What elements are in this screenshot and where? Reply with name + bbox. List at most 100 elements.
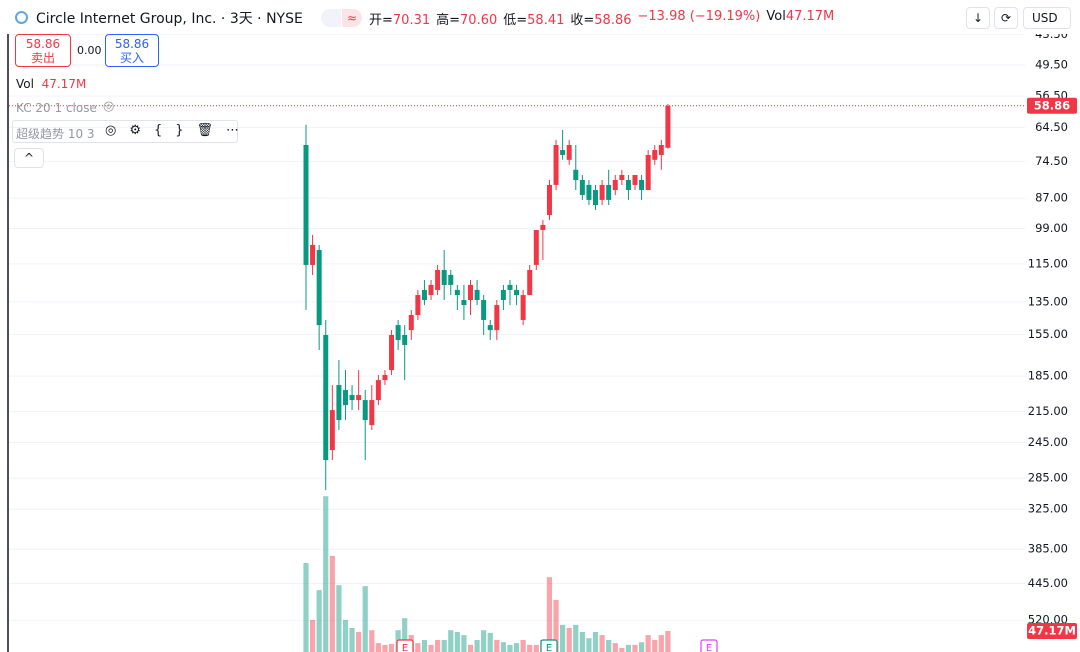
volume-bar <box>658 635 664 652</box>
spread: 0.00 <box>77 44 102 57</box>
candle-body <box>336 385 342 421</box>
candle-body <box>362 400 368 421</box>
header-bar <box>0 0 1080 34</box>
candle-body <box>533 229 539 265</box>
volume-bar <box>560 624 566 652</box>
ohlc-value: 70.60 <box>460 13 498 28</box>
volume-bar <box>461 635 467 652</box>
volume-item: Vol47.17M <box>766 9 834 28</box>
candle-body <box>342 390 348 406</box>
earnings-marker <box>540 639 558 652</box>
y-tick-label: 215.00 <box>1028 404 1068 418</box>
candle-body <box>382 375 388 381</box>
earnings-marker <box>396 639 414 652</box>
symbol-title[interactable]: Circle Internet Group, Inc. · 3天 · NYSE <box>36 11 303 27</box>
candle-body <box>546 184 552 216</box>
ohlc-label: 开= <box>369 13 393 28</box>
volume-bar <box>316 590 322 652</box>
volume-bar <box>375 643 381 652</box>
volume-bar <box>487 632 493 652</box>
sell-button[interactable]: 58.86 卖出 <box>15 34 71 67</box>
ohlc-value: 58.86 <box>594 13 632 28</box>
legend-value: 47.17M <box>41 77 87 91</box>
candle-body <box>402 335 408 345</box>
volume-bar <box>533 644 539 652</box>
volume-legend: Vol 47.17M <box>16 77 86 91</box>
candle-body <box>421 289 427 301</box>
ohlc-item: 低=58.41 <box>503 9 564 28</box>
volume-tag-label: 47.17M <box>1028 624 1076 638</box>
candle-body <box>441 269 447 285</box>
y-tick-label: 285.00 <box>1028 471 1068 485</box>
volume-bar <box>454 631 460 652</box>
candle-body <box>612 179 618 191</box>
volume-bar <box>303 562 309 652</box>
candle-body <box>310 244 316 265</box>
candle-body <box>435 269 441 290</box>
volume-bar <box>336 585 342 652</box>
candle-body <box>507 284 513 290</box>
volume-tag <box>1027 623 1077 640</box>
y-tick-label: 64.50 <box>1035 120 1068 134</box>
volume-bar <box>645 635 651 652</box>
candle-body <box>461 300 467 306</box>
hide-icon[interactable]: ◎ <box>103 99 115 114</box>
candle-body <box>593 190 599 205</box>
status-pill[interactable]: ≈ <box>342 9 362 27</box>
candle-body <box>329 410 335 451</box>
ohlc-label: 低= <box>503 13 528 28</box>
volume-bar <box>606 639 612 652</box>
volume-bar <box>638 642 645 652</box>
volume-bar <box>500 642 506 652</box>
volume-bar <box>665 631 671 652</box>
candle-body <box>389 335 395 371</box>
volume-bar <box>329 555 335 652</box>
earnings-marker <box>700 639 718 652</box>
candle-body <box>454 289 460 296</box>
indicator-icons[interactable]: ◎⚙{}🗑⋯ <box>105 123 253 138</box>
y-tick-label: 99.00 <box>1035 221 1068 235</box>
candle-body <box>487 325 493 331</box>
y-tick-label: 155.00 <box>1028 327 1068 341</box>
supertrend-legend[interactable]: 超级趋势 10 3 <box>16 127 95 141</box>
status-pill[interactable] <box>321 9 341 27</box>
currency-select[interactable]: USD <box>1023 7 1071 29</box>
buy-button[interactable]: 58.86 买入 <box>105 34 159 67</box>
ohlc-value: 58.41 <box>527 13 565 28</box>
candle-body <box>481 300 487 320</box>
candle-body <box>395 325 401 340</box>
candle-body <box>303 145 309 265</box>
candle-body <box>560 150 566 155</box>
candle-body <box>415 295 421 316</box>
candle-body <box>468 284 473 301</box>
candle-body <box>356 395 362 401</box>
refresh-button[interactable]: ⟳ <box>994 7 1018 29</box>
volume-bar <box>553 599 559 652</box>
symbol-logo <box>15 11 28 24</box>
collapse-button[interactable]: ^ <box>14 148 44 168</box>
y-tick-label: 49.50 <box>1035 57 1068 71</box>
candle-body <box>494 305 500 331</box>
candle-body <box>606 184 612 200</box>
last-price-label: 58.86 <box>1034 98 1070 112</box>
volume-label: Vol <box>766 9 786 24</box>
volume-bar <box>342 619 349 652</box>
volume-bar <box>520 639 526 652</box>
candle-body <box>408 315 414 331</box>
legend-label: Vol <box>16 77 34 91</box>
download-button[interactable]: ↓ <box>966 7 990 29</box>
volume-bar <box>448 630 454 652</box>
y-tick-label: 185.00 <box>1028 369 1068 383</box>
earnings-label: E <box>706 643 712 652</box>
volume-bar <box>362 586 368 652</box>
candle-body <box>527 269 533 296</box>
candle-body <box>369 400 375 426</box>
y-tick-label: 74.50 <box>1035 154 1068 168</box>
kc-legend[interactable]: KC 20 1 close <box>16 101 97 115</box>
volume-bar <box>421 639 428 652</box>
candle-body <box>428 284 434 296</box>
volume-bar <box>632 644 638 652</box>
candle-body <box>349 395 355 401</box>
